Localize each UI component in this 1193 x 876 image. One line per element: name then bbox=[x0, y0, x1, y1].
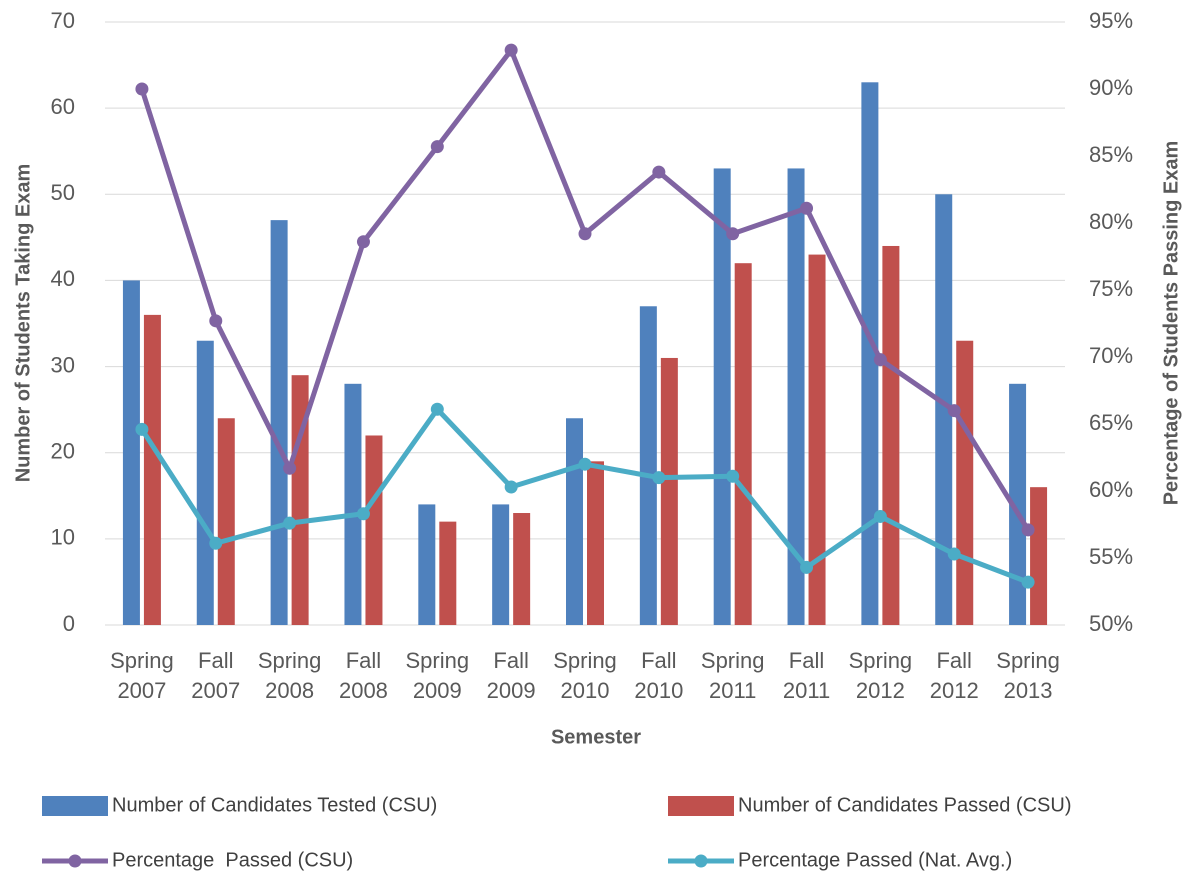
y-tick-label: 0 bbox=[63, 611, 75, 636]
y-tick-label: 40 bbox=[51, 266, 75, 291]
y-tick-label: 20 bbox=[51, 439, 75, 464]
x-tick-label: Spring 2010 bbox=[553, 648, 617, 703]
x-tick-label: Spring 2009 bbox=[405, 648, 470, 703]
bar bbox=[734, 263, 752, 625]
bar bbox=[1030, 487, 1048, 625]
bar bbox=[882, 245, 900, 625]
y2-tick-label: 65% bbox=[1089, 410, 1133, 435]
line-marker bbox=[283, 461, 297, 475]
line-marker bbox=[726, 469, 740, 483]
line-marker bbox=[726, 227, 740, 241]
bar bbox=[1009, 383, 1027, 625]
bar bbox=[291, 375, 309, 625]
bar bbox=[217, 418, 235, 625]
line-marker bbox=[504, 480, 518, 494]
line-marker bbox=[430, 140, 444, 154]
line-marker bbox=[947, 547, 961, 561]
line-marker bbox=[652, 471, 666, 485]
line-marker bbox=[209, 314, 223, 328]
line-marker bbox=[1021, 575, 1035, 589]
line-marker bbox=[504, 43, 518, 57]
y-tick-label: 60 bbox=[51, 94, 75, 119]
bar bbox=[587, 461, 604, 625]
y2-tick-label: 95% bbox=[1089, 8, 1133, 33]
x-tick-label: Fall 2007 bbox=[191, 648, 241, 703]
legend-swatch bbox=[694, 854, 708, 868]
legend-label: Number of Candidates Passed (CSU) bbox=[738, 794, 1071, 816]
y-tick-label: 70 bbox=[51, 8, 75, 33]
line-marker bbox=[283, 516, 297, 530]
line-marker bbox=[356, 235, 370, 249]
line-marker bbox=[209, 536, 223, 550]
legend-swatch bbox=[42, 796, 108, 816]
y2-tick-label: 80% bbox=[1089, 209, 1133, 234]
bar bbox=[861, 82, 879, 626]
x-axis-title: Semester bbox=[551, 726, 641, 748]
x-tick-label: Fall 2008 bbox=[338, 648, 388, 703]
legend-swatch bbox=[668, 796, 734, 816]
x-tick-label: Spring 2008 bbox=[257, 648, 322, 703]
line-marker bbox=[800, 201, 814, 215]
line-marker bbox=[873, 353, 887, 367]
line-marker bbox=[356, 507, 370, 521]
bar bbox=[196, 340, 214, 625]
y2-tick-label: 55% bbox=[1089, 544, 1133, 569]
y2-tick-label: 90% bbox=[1089, 75, 1133, 100]
y2-tick-label: 85% bbox=[1089, 142, 1133, 167]
y2-axis-title: Percentage of Students Passing Exam bbox=[1160, 141, 1182, 506]
line-marker bbox=[652, 165, 666, 179]
line-marker bbox=[135, 422, 149, 436]
bar bbox=[344, 383, 362, 625]
bar bbox=[439, 521, 457, 625]
legend-label: Percentage Passed (Nat. Avg.) bbox=[738, 849, 1012, 871]
line-marker bbox=[135, 82, 149, 96]
y2-tick-label: 50% bbox=[1089, 611, 1133, 636]
line-marker bbox=[947, 404, 961, 418]
y-tick-label: 10 bbox=[51, 525, 75, 550]
bar bbox=[639, 306, 657, 625]
y-axis-title: Number of Students Taking Exam bbox=[12, 164, 34, 483]
x-tick-label: Fall 2012 bbox=[929, 648, 979, 703]
bar bbox=[787, 168, 805, 625]
legend-label: Number of Candidates Tested (CSU) bbox=[112, 794, 437, 816]
bar bbox=[935, 194, 953, 626]
bar bbox=[122, 280, 140, 625]
y2-tick-label: 70% bbox=[1089, 343, 1133, 368]
bar bbox=[270, 220, 288, 625]
line-marker bbox=[800, 560, 814, 574]
x-tick-label: Fall 2009 bbox=[486, 648, 536, 703]
bar bbox=[365, 435, 383, 625]
x-tick-label: Fall 2011 bbox=[782, 648, 831, 703]
y-tick-label: 30 bbox=[51, 352, 75, 377]
x-tick-label: Spring 2012 bbox=[848, 648, 913, 703]
bar bbox=[143, 314, 161, 625]
legend-swatch bbox=[68, 854, 82, 868]
x-tick-label: Spring 2007 bbox=[110, 648, 174, 703]
bar bbox=[808, 254, 826, 626]
x-tick-label: Fall 2010 bbox=[634, 648, 684, 703]
y2-tick-label: 60% bbox=[1089, 477, 1133, 502]
bar bbox=[513, 513, 531, 625]
x-tick-label: Spring 2013 bbox=[996, 648, 1060, 703]
bar bbox=[956, 340, 974, 625]
line-marker bbox=[873, 509, 887, 523]
line-marker bbox=[430, 402, 444, 416]
bar bbox=[660, 357, 678, 625]
line-marker bbox=[578, 457, 592, 471]
legend-label: Percentage Passed (CSU) bbox=[112, 849, 353, 871]
y-tick-label: 50 bbox=[51, 180, 75, 205]
bar bbox=[566, 418, 583, 625]
y2-tick-label: 75% bbox=[1089, 276, 1133, 301]
line-marker bbox=[578, 227, 592, 241]
line-marker bbox=[1021, 523, 1035, 537]
bar bbox=[418, 504, 436, 625]
x-tick-label: Spring 2011 bbox=[700, 648, 765, 703]
bar bbox=[492, 504, 510, 625]
bar bbox=[713, 168, 731, 625]
